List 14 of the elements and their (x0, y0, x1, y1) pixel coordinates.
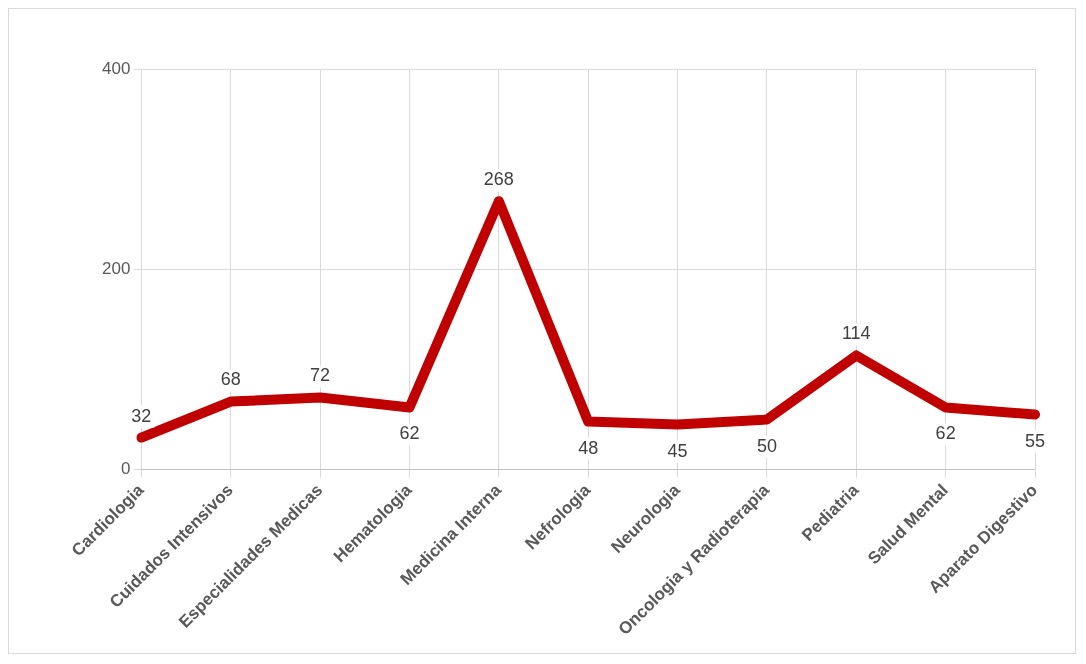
data-label: 62 (935, 423, 956, 444)
data-label: 55 (1024, 430, 1046, 451)
y-tick-label: 200 (101, 259, 131, 278)
data-label: 32 (131, 405, 152, 426)
data-label: 45 (667, 440, 688, 461)
data-label: 50 (756, 435, 777, 456)
data-label: 72 (310, 365, 331, 386)
data-label: 268 (483, 169, 514, 190)
data-label: 48 (578, 437, 599, 458)
data-label: 68 (220, 369, 241, 390)
y-tick-label: 0 (120, 459, 131, 479)
data-label: 62 (399, 423, 420, 444)
y-tick-label: 400 (101, 58, 131, 78)
data-label: 114 (841, 323, 871, 344)
